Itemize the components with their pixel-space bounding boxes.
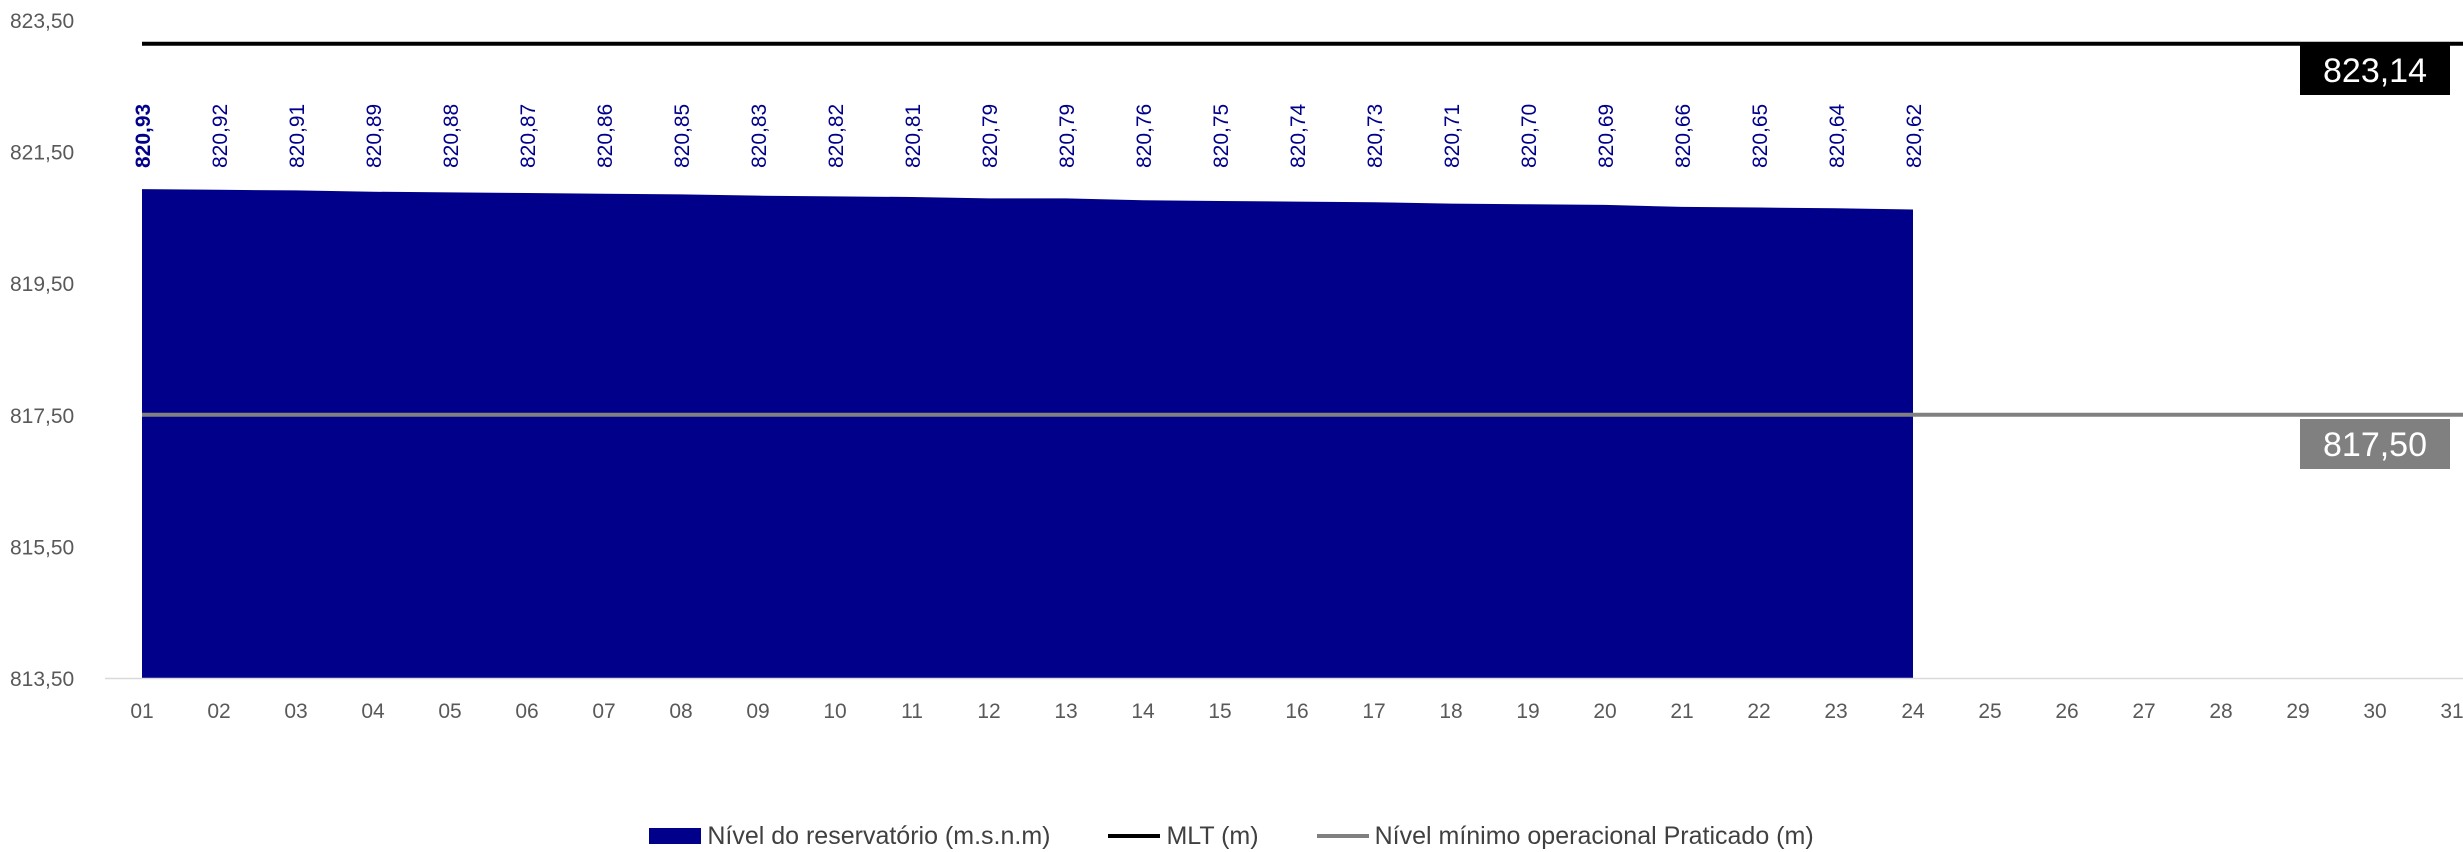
- x-tick-label: 06: [515, 700, 538, 723]
- data-label: 820,89: [363, 104, 386, 168]
- x-tick-label: 29: [2286, 700, 2309, 723]
- data-label: 820,69: [1595, 104, 1618, 168]
- x-tick-label: 12: [977, 700, 1000, 723]
- legend-label-min-level: Nível mínimo operacional Praticado (m): [1374, 821, 1814, 850]
- data-label: 820,92: [209, 104, 232, 168]
- legend-item-mlt[interactable]: MLT (m): [1108, 821, 1259, 851]
- data-label: 820,91: [286, 104, 309, 168]
- data-label: 820,76: [1133, 104, 1156, 168]
- x-tick-label: 03: [284, 700, 307, 723]
- reference-badges: 823,14 817,50: [2300, 45, 2450, 469]
- legend-item-reservoir[interactable]: Nível do reservatório (m.s.n.m): [649, 822, 1050, 851]
- data-label: 820,62: [1903, 104, 1926, 168]
- x-tick-label: 17: [1362, 700, 1385, 723]
- x-tick-label: 14: [1131, 700, 1155, 723]
- x-tick-label: 09: [746, 700, 769, 723]
- min-level-badge: [2300, 419, 2450, 469]
- legend-label-reservoir: Nível do reservatório (m.s.n.m): [707, 821, 1051, 850]
- mlt-badge: [2300, 45, 2450, 95]
- x-tick-label: 21: [1670, 700, 1693, 723]
- x-tick-label: 22: [1747, 700, 1770, 723]
- y-tick-label: 813,50: [10, 668, 74, 691]
- data-label: 820,82: [825, 104, 848, 168]
- x-tick-label: 24: [1901, 700, 1925, 723]
- x-tick-label: 23: [1824, 700, 1847, 723]
- x-tick-label: 31: [2440, 700, 2463, 723]
- x-tick-label: 01: [130, 700, 153, 723]
- data-label: 820,85: [671, 104, 694, 168]
- x-tick-label: 10: [823, 700, 846, 723]
- x-tick-label: 04: [361, 700, 385, 723]
- data-label: 820,73: [1364, 104, 1387, 168]
- data-label: 820,88: [440, 104, 463, 168]
- legend-label-mlt: MLT (m): [1166, 821, 1259, 850]
- x-tick-label: 08: [669, 700, 692, 723]
- data-label: 820,75: [1210, 104, 1233, 168]
- data-label: 820,64: [1826, 103, 1849, 168]
- x-tick-label: 18: [1439, 700, 1462, 723]
- data-label: 820,70: [1518, 104, 1541, 168]
- x-tick-label: 07: [592, 700, 615, 723]
- x-tick-label: 27: [2132, 700, 2155, 723]
- data-label: 820,81: [902, 104, 925, 168]
- x-tick-label: 20: [1593, 700, 1616, 723]
- x-tick-label: 25: [1978, 700, 2001, 723]
- y-tick-label: 823,50: [10, 10, 74, 33]
- data-label: 820,71: [1441, 104, 1464, 168]
- data-label: 820,83: [748, 104, 771, 168]
- x-tick-label: 13: [1054, 700, 1077, 723]
- min-level-badge-label: 817,50: [2323, 426, 2427, 464]
- data-label: 820,74: [1287, 103, 1310, 168]
- plot-area: [105, 41, 2463, 680]
- y-tick-label: 817,50: [10, 405, 74, 428]
- data-label: 820,87: [517, 104, 540, 168]
- legend-swatch-mlt: [1108, 834, 1161, 838]
- x-tick-label: 30: [2363, 700, 2386, 723]
- legend-item-min-level[interactable]: Nível mínimo operacional Praticado (m): [1316, 821, 1814, 851]
- x-axis: 01 02 03 04 05 06 07 08 09 10 11 12 13 14 15 16 17 18 19 20…: [130, 700, 2463, 723]
- x-tick-label: 26: [2055, 700, 2078, 723]
- y-tick-label: 819,50: [10, 273, 74, 296]
- data-label: 820,79: [979, 104, 1002, 168]
- reservoir-area: [142, 189, 1913, 678]
- data-label: 820,86: [594, 104, 617, 168]
- x-tick-label: 11: [901, 700, 923, 723]
- data-labels: 820,93 820,92 820,91 820,89 820,88 820,87 820,…: [132, 103, 1926, 168]
- data-label: 820,79: [1056, 104, 1079, 168]
- x-tick-label: 19: [1516, 700, 1539, 723]
- data-label: 820,66: [1672, 104, 1695, 168]
- data-label: 820,93: [132, 104, 155, 168]
- y-tick-label: 815,50: [10, 536, 74, 559]
- data-label: 820,65: [1749, 104, 1772, 168]
- legend: Nível do reservatório (m.s.n.m) MLT (m) …: [0, 820, 2463, 852]
- mlt-badge-label: 823,14: [2323, 52, 2427, 90]
- legend-swatch-reservoir: [649, 828, 702, 844]
- legend-swatch-min-level: [1316, 834, 1369, 838]
- x-tick-label: 28: [2209, 700, 2232, 723]
- x-tick-label: 02: [207, 700, 230, 723]
- y-axis: 813,50 815,50 817,50 819,50 821,50 823,50: [10, 10, 74, 691]
- x-tick-label: 05: [438, 700, 461, 723]
- x-tick-label: 16: [1285, 700, 1308, 723]
- x-tick-label: 15: [1208, 700, 1231, 723]
- y-tick-label: 821,50: [10, 142, 74, 165]
